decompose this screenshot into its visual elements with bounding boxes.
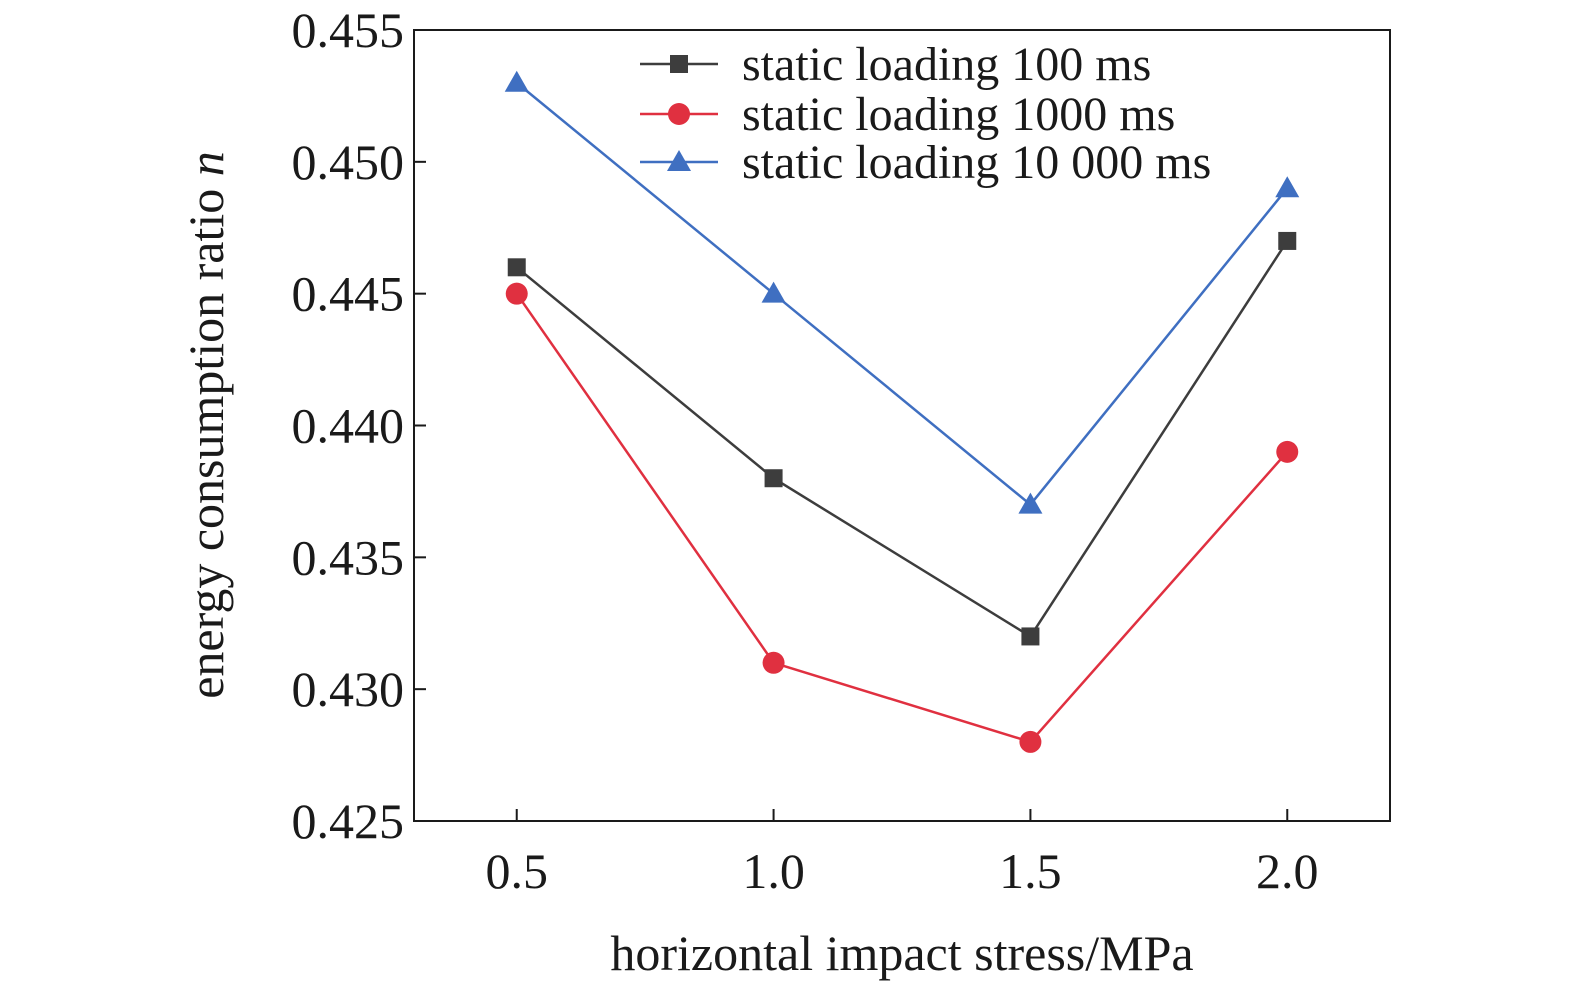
x-tick-label: 0.5 xyxy=(485,843,548,899)
x-tick-label: 1.0 xyxy=(742,843,805,899)
x-tick-label: 2.0 xyxy=(1256,843,1319,899)
y-axis-title: energy consumption ratio n xyxy=(178,151,234,699)
y-tick-label: 0.435 xyxy=(292,529,405,585)
data-point xyxy=(761,281,786,303)
x-axis: 0.5 1.0 1.5 2.0 xyxy=(485,809,1319,899)
x-axis-title: horizontal impact stress/MPa xyxy=(610,925,1193,981)
data-point xyxy=(505,282,528,305)
data-point xyxy=(1019,730,1042,753)
y-tick-label: 0.425 xyxy=(292,793,405,849)
data-point xyxy=(507,258,526,277)
data-point xyxy=(1018,492,1043,514)
y-tick-label: 0.445 xyxy=(292,266,405,322)
legend-marker xyxy=(670,55,688,73)
data-point xyxy=(1021,627,1040,646)
legend-item: static loading 1000 ms xyxy=(640,88,1175,141)
y-tick-label: 0.430 xyxy=(292,661,405,717)
data-point xyxy=(504,70,529,92)
legend-item: static loading 10 000 ms xyxy=(640,136,1211,189)
y-axis-title-symbol: n xyxy=(178,151,234,176)
series-1 xyxy=(507,231,1297,646)
series-line xyxy=(515,81,1289,507)
legend-label: static loading 10 000 ms xyxy=(742,136,1211,189)
x-tick-label: 1.5 xyxy=(999,843,1062,899)
series-3 xyxy=(504,70,1300,514)
legend-marker xyxy=(668,103,690,125)
y-tick-label: 0.455 xyxy=(292,2,405,58)
data-point xyxy=(1275,176,1300,198)
series-layer xyxy=(504,70,1300,753)
y-tick-label: 0.450 xyxy=(292,134,405,190)
y-axis-title-main: energy consumption ratio xyxy=(178,176,234,699)
legend-marker xyxy=(667,150,691,171)
y-axis: 0.425 0.430 0.435 0.440 0.445 0.450 0.455 xyxy=(292,2,426,849)
legend-item: static loading 100 ms xyxy=(640,38,1151,91)
series-line xyxy=(515,292,1289,744)
legend-label: static loading 1000 ms xyxy=(742,88,1175,141)
legend-label: static loading 100 ms xyxy=(742,38,1151,91)
data-point xyxy=(1276,440,1299,463)
data-point xyxy=(762,651,785,674)
series-line xyxy=(515,240,1289,639)
series-2 xyxy=(505,282,1299,753)
data-point xyxy=(1278,231,1297,250)
y-tick-label: 0.440 xyxy=(292,398,405,454)
data-point xyxy=(764,469,783,488)
